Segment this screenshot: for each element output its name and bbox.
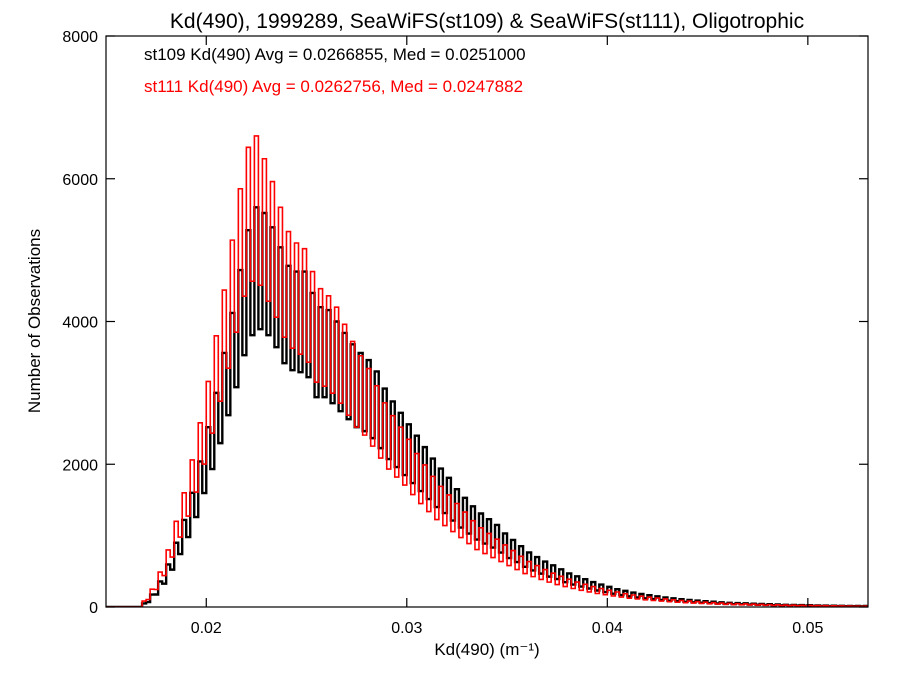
histogram-series-st111 [106,135,868,607]
x-tick-label: 0.05 [792,620,823,637]
x-tick-label: 0.04 [592,620,623,637]
x-axis: 0.02 0.03 0.04 0.05 [191,36,824,637]
x-tick-label: 0.02 [191,620,222,637]
y-tick-label: 8000 [62,29,98,46]
series-annotation-st109: st109 Kd(490) Avg = 0.0266855, Med = 0.0… [144,45,526,64]
y-tick-label: 6000 [62,172,98,189]
histogram-series-st109 [106,206,868,607]
x-axis-label: Kd(490) (m⁻¹) [434,640,539,659]
y-axis-label: Number of Observations [25,229,44,413]
x-tick-label: 0.03 [391,620,422,637]
chart-title: Kd(490), 1999289, SeaWiFS(st109) & SeaWi… [170,10,804,33]
y-axis: 0 2000 4000 6000 8000 [62,29,868,617]
series-layer [106,135,868,607]
y-tick-label: 4000 [62,315,98,332]
series-annotation-st111: st111 Kd(490) Avg = 0.0262756, Med = 0.0… [144,77,523,96]
y-tick-label: 2000 [62,457,98,474]
y-tick-label: 0 [89,600,98,617]
